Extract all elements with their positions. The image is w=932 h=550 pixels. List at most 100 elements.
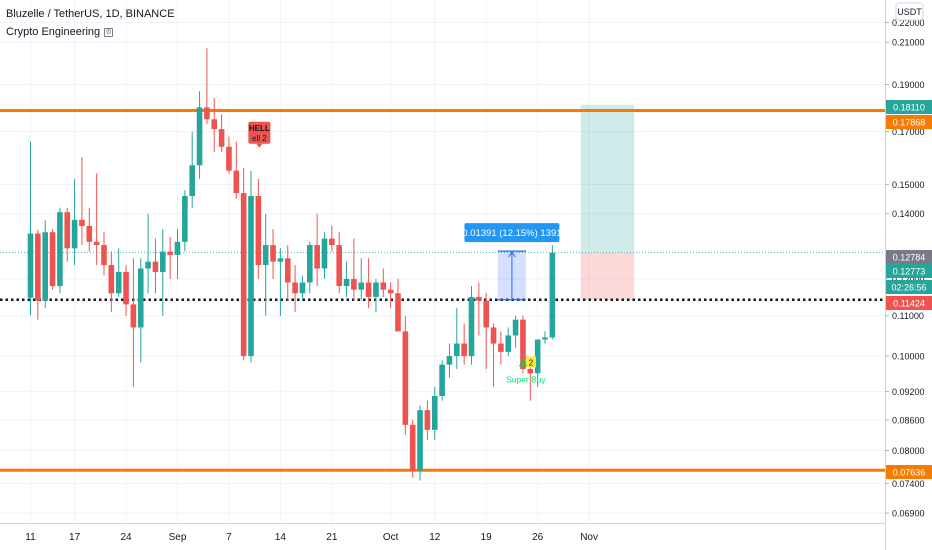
- candle-body: [49, 232, 56, 287]
- price-tick-label: 0.12000: [892, 274, 925, 284]
- candle-body: [498, 343, 504, 352]
- candle-body: [424, 410, 431, 430]
- time-tick-label: 17: [69, 532, 81, 543]
- candle: [64, 207, 71, 262]
- candle: [299, 275, 306, 301]
- price-tick-label: 0.10000: [892, 352, 925, 362]
- candle-body: [262, 245, 269, 266]
- position-zones[interactable]: [580, 104, 635, 300]
- candle: [409, 419, 416, 478]
- candle-body: [402, 331, 409, 425]
- candle: [527, 364, 534, 401]
- price-label-text: 0.12784: [893, 253, 926, 263]
- time-tick-label: 11: [25, 532, 36, 543]
- candle-body: [182, 195, 188, 242]
- candle: [226, 136, 232, 174]
- buy-signal-label: Super Buy: [506, 374, 546, 384]
- candle-body: [145, 261, 151, 269]
- candle-body: [240, 193, 247, 357]
- candle: [218, 114, 225, 152]
- sell-signal-label: HELL: [249, 124, 270, 133]
- indicator-name: Crypto Engineering: [6, 26, 101, 38]
- horizontal-lines[interactable]: [0, 108, 885, 472]
- candle-body: [373, 282, 379, 297]
- currency-button[interactable]: [895, 2, 924, 21]
- candle-body: [35, 233, 41, 301]
- candle-body: [314, 245, 320, 269]
- candle-body: [248, 195, 254, 357]
- indicator-legend[interactable]: Crypto Engineering ⚙: [6, 26, 114, 38]
- stop-zone[interactable]: [580, 252, 635, 300]
- candle: [402, 315, 409, 435]
- settings-icon[interactable]: ⚙: [104, 27, 114, 37]
- price-tick-label: 0.07400: [892, 479, 925, 489]
- price-label-text: 0.12773: [893, 267, 926, 277]
- price-tick-label: 0.06900: [892, 509, 925, 519]
- price-tick-label: 0.08600: [892, 415, 925, 425]
- candle-body: [86, 225, 93, 242]
- time-axis-panel: [0, 523, 885, 550]
- candle: [365, 258, 372, 309]
- candle-body: [93, 241, 100, 246]
- candle: [174, 229, 181, 279]
- candle-body: [329, 238, 335, 246]
- candle-body: [42, 232, 48, 301]
- candle-body: [409, 424, 416, 471]
- measure-label-box[interactable]: [464, 223, 560, 243]
- candle-body: [167, 251, 173, 255]
- target-zone[interactable]: [580, 104, 635, 253]
- candle: [439, 360, 445, 401]
- candle-body: [255, 195, 262, 266]
- candle-body: [64, 212, 71, 249]
- candle: [387, 282, 394, 309]
- price-tick-label: 0.15000: [892, 180, 925, 190]
- sell-signal-box: [248, 121, 271, 144]
- time-tick-label: 7: [226, 532, 232, 543]
- candle-body: [476, 296, 482, 301]
- candle-body: [417, 410, 423, 471]
- price-label-box: [886, 280, 932, 294]
- candle: [160, 229, 166, 316]
- candle-body: [108, 265, 115, 294]
- candle: [79, 157, 85, 246]
- candle: [211, 98, 218, 152]
- price-label-text: 02:26:56: [891, 283, 926, 293]
- candle: [27, 141, 34, 315]
- candle-body: [284, 258, 291, 283]
- candle: [343, 261, 350, 297]
- candle: [196, 91, 203, 179]
- time-tick-label: 12: [429, 532, 441, 543]
- time-tick-label: Sep: [169, 532, 187, 543]
- candle: [35, 229, 41, 320]
- candle-body: [549, 252, 556, 338]
- candle: [476, 282, 482, 336]
- candle: [358, 258, 365, 301]
- candle-body: [27, 233, 34, 298]
- buy-signal-arrow-icon: [518, 356, 527, 367]
- chart-title: Bluzelle / TetherUS, 1D, BINANCE: [6, 8, 175, 20]
- candle: [49, 229, 56, 290]
- candle: [336, 232, 342, 294]
- candle-body: [321, 238, 328, 269]
- candle: [380, 268, 387, 297]
- price-tick-label: 0.14000: [892, 209, 925, 219]
- candle-body: [505, 335, 512, 352]
- measure-label-text: 0.01391 (12.15%) 1391: [462, 228, 561, 239]
- price-label-text: 0.11424: [893, 299, 925, 309]
- candle: [108, 251, 115, 312]
- candle: [86, 207, 93, 252]
- candle: [351, 238, 357, 301]
- candle: [483, 293, 489, 369]
- candle-body: [152, 261, 159, 272]
- time-tick-label: 14: [275, 532, 287, 543]
- buy-signal-number: 2: [529, 358, 534, 367]
- sell-signal-pointer: [256, 143, 263, 148]
- candle: [373, 278, 379, 312]
- candle-body: [490, 327, 497, 344]
- price-label-box: [886, 115, 932, 129]
- candle-body: [270, 245, 276, 262]
- measure-tool[interactable]: 0.01391 (12.15%) 1391: [462, 223, 562, 301]
- candle: [329, 225, 335, 252]
